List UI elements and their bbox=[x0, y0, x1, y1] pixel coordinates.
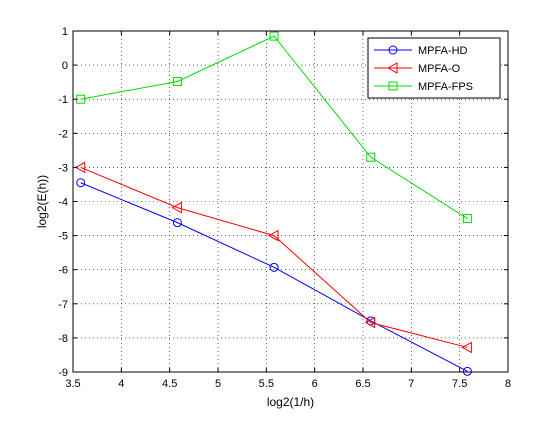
x-tick-label: 7.5 bbox=[452, 378, 467, 390]
data-point-mpfa-o bbox=[74, 161, 86, 174]
legend-entry-mpfa-fps: MPFA-FPS bbox=[374, 81, 473, 93]
series-mpfa-fps bbox=[76, 31, 472, 224]
legend-label-mpfa-fps: MPFA-FPS bbox=[418, 81, 473, 93]
y-tick-label: -4 bbox=[58, 197, 68, 209]
series-mpfa-hd bbox=[76, 178, 472, 376]
data-point-mpfa-fps bbox=[172, 76, 182, 86]
data-point-mpfa-hd bbox=[76, 178, 86, 188]
data-point-mpfa-hd bbox=[269, 262, 279, 272]
legend: MPFA-HD MPFA-O MPFA-FPS bbox=[367, 37, 501, 99]
data-point-mpfa-fps bbox=[366, 152, 376, 162]
x-axis-label: log2(1/h) bbox=[267, 395, 314, 409]
x-tick-label: 8 bbox=[505, 378, 511, 390]
data-point-mpfa-fps bbox=[269, 31, 279, 41]
legend-entry-mpfa-o: MPFA-O bbox=[374, 62, 461, 75]
series-line-mpfa-hd bbox=[80, 182, 468, 372]
y-tick-label: -6 bbox=[58, 265, 68, 277]
y-tick-label: -8 bbox=[58, 333, 68, 345]
legend-label-mpfa-hd: MPFA-HD bbox=[418, 45, 468, 57]
y-axis-label: log2(E(h)) bbox=[35, 175, 49, 228]
y-tick-label: -1 bbox=[58, 94, 68, 106]
ticks: 3.5 4 4.5 5 5.5 6 6.5 7 7.5 8 -9 -8 -7 -6 -5 -4 -3 -2 -1 0 1 bbox=[58, 26, 511, 390]
x-tick-label: 4.5 bbox=[162, 378, 177, 390]
x-tick-label: 7 bbox=[408, 378, 414, 390]
data-point-mpfa-o bbox=[461, 341, 472, 354]
data-point-mpfa-fps bbox=[462, 214, 472, 224]
y-tick-label: 0 bbox=[62, 60, 68, 72]
x-tick-label: 5.5 bbox=[259, 378, 274, 390]
series-mpfa-o bbox=[74, 161, 472, 354]
data-point-mpfa-o bbox=[364, 316, 376, 329]
x-tick-label: 6.5 bbox=[355, 378, 370, 390]
x-tick-label: 6 bbox=[312, 378, 318, 390]
data-point-mpfa-hd bbox=[462, 366, 472, 376]
x-tick-label: 4 bbox=[118, 378, 124, 390]
data-point-mpfa-hd bbox=[172, 218, 182, 228]
series-line-mpfa-o bbox=[80, 166, 468, 348]
legend-marker-mpfa-hd bbox=[388, 45, 398, 55]
data-point-mpfa-o bbox=[171, 201, 182, 214]
legend-marker-mpfa-fps bbox=[388, 81, 398, 91]
series-group bbox=[74, 31, 472, 376]
y-tick-label: -3 bbox=[58, 162, 68, 174]
y-tick-label: -5 bbox=[58, 231, 68, 243]
series-line-mpfa-fps bbox=[80, 35, 468, 219]
legend-label-mpfa-o: MPFA-O bbox=[418, 63, 461, 75]
legend-marker-mpfa-o bbox=[386, 62, 398, 74]
x-tick-label: 3.5 bbox=[65, 378, 80, 390]
y-tick-label: -9 bbox=[58, 367, 68, 379]
y-tick-label: -7 bbox=[58, 299, 68, 311]
data-point-mpfa-o bbox=[268, 229, 279, 242]
legend-entry-mpfa-hd: MPFA-HD bbox=[374, 45, 468, 57]
x-tick-label: 5 bbox=[215, 378, 221, 390]
y-tick-label: -2 bbox=[58, 128, 68, 140]
y-tick-label: 1 bbox=[62, 26, 68, 38]
